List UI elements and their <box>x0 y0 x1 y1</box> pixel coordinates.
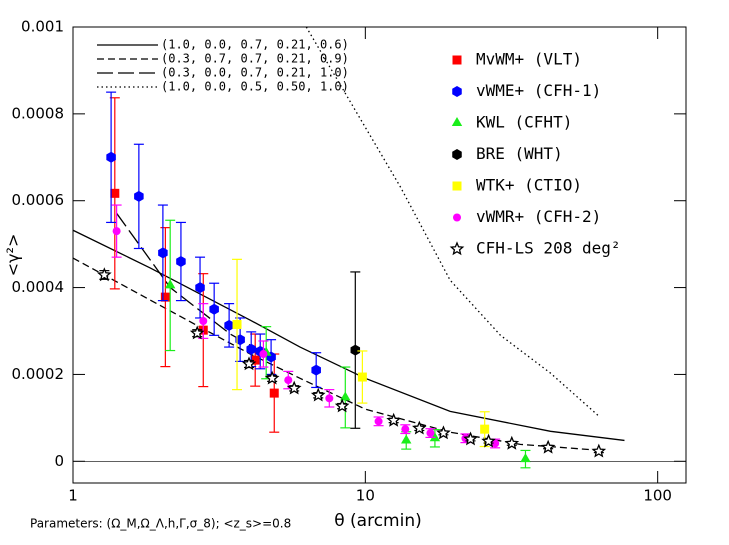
marker <box>451 117 463 126</box>
model-line <box>116 212 271 357</box>
legend-label: (0.3, 0.7, 0.7, 0.21, 0.9) <box>161 52 349 66</box>
marker <box>134 190 144 202</box>
marker <box>264 370 280 385</box>
legend-label: MvWM+ (VLT) <box>476 50 582 69</box>
legend-label: BRE (WHT) <box>476 144 563 163</box>
marker <box>401 434 412 444</box>
marker <box>195 282 205 294</box>
legend-label: WTK+ (CTIO) <box>476 176 582 195</box>
model-line <box>72 257 602 452</box>
marker <box>426 429 435 438</box>
legend-label: (0.3, 0.0, 0.7, 0.21, 1.0) <box>161 66 349 80</box>
y-tick-label: 0 <box>54 452 64 470</box>
marker <box>350 344 361 356</box>
marker <box>452 86 462 97</box>
marker <box>112 227 121 236</box>
marker <box>386 412 401 427</box>
marker <box>591 443 607 458</box>
marker <box>334 398 350 413</box>
marker <box>97 267 112 282</box>
marker <box>452 55 462 65</box>
marker <box>241 356 257 371</box>
marker <box>401 425 410 434</box>
marker <box>340 391 351 401</box>
marker <box>250 355 260 365</box>
marker <box>209 303 219 315</box>
x-tick-label: 100 <box>643 487 672 505</box>
marker <box>110 188 120 198</box>
y-tick-label: 0.0004 <box>12 278 65 296</box>
marker <box>164 279 176 289</box>
legend-label: vWME+ (CFH-1) <box>476 81 601 100</box>
marker <box>540 439 556 454</box>
x-tick-label: 10 <box>356 487 375 505</box>
marker <box>453 213 461 222</box>
marker <box>436 425 451 440</box>
marker <box>189 325 205 340</box>
marker <box>463 431 478 446</box>
legend-label: KWL (CFHT) <box>476 113 572 132</box>
marker <box>520 453 531 463</box>
x-axis-label: θ (arcmin) <box>334 511 422 531</box>
y-tick-label: 0.0008 <box>12 104 65 122</box>
marker <box>160 292 170 302</box>
legend-label: vWMR+ (CFH-2) <box>476 207 601 226</box>
marker <box>429 432 441 442</box>
y-tick-label: 0.0006 <box>12 191 65 209</box>
marker <box>235 334 245 346</box>
marker <box>449 241 465 256</box>
marker <box>269 388 279 398</box>
marker <box>374 417 383 426</box>
marker <box>491 439 500 448</box>
marker <box>199 317 208 326</box>
marker <box>480 424 490 434</box>
legend-label: (1.0, 0.0, 0.5, 0.50, 1.0) <box>161 80 349 94</box>
marker <box>504 435 520 450</box>
marker <box>357 372 367 382</box>
note: Parameters: (Ω_M,Ω_Λ,h,Γ,σ_8); <z_s>=0.8 <box>30 517 291 531</box>
y-tick-label: 0.0002 <box>12 365 65 383</box>
marker <box>232 319 242 329</box>
marker <box>224 319 234 331</box>
marker <box>259 350 268 359</box>
marker <box>310 387 326 402</box>
plot-frame <box>72 26 687 484</box>
marker <box>325 394 334 403</box>
marker <box>311 364 321 376</box>
marker <box>412 420 427 435</box>
marker <box>452 181 462 191</box>
legend-label: CFH-LS 208 deg² <box>476 239 621 258</box>
marker <box>481 433 496 448</box>
marker <box>452 149 462 160</box>
marker <box>176 256 186 268</box>
y-axis-label: <γ²> <box>4 234 23 277</box>
x-tick-label: 1 <box>68 487 78 505</box>
y-tick-label: 0.001 <box>21 18 64 36</box>
model-line <box>72 229 625 442</box>
marker <box>158 247 168 259</box>
marker <box>246 343 256 355</box>
marker <box>106 151 116 163</box>
marker <box>284 376 293 385</box>
marker <box>286 380 302 395</box>
model-line <box>305 26 600 417</box>
legend-label: (1.0, 0.0, 0.7, 0.21, 0.6) <box>161 38 349 52</box>
